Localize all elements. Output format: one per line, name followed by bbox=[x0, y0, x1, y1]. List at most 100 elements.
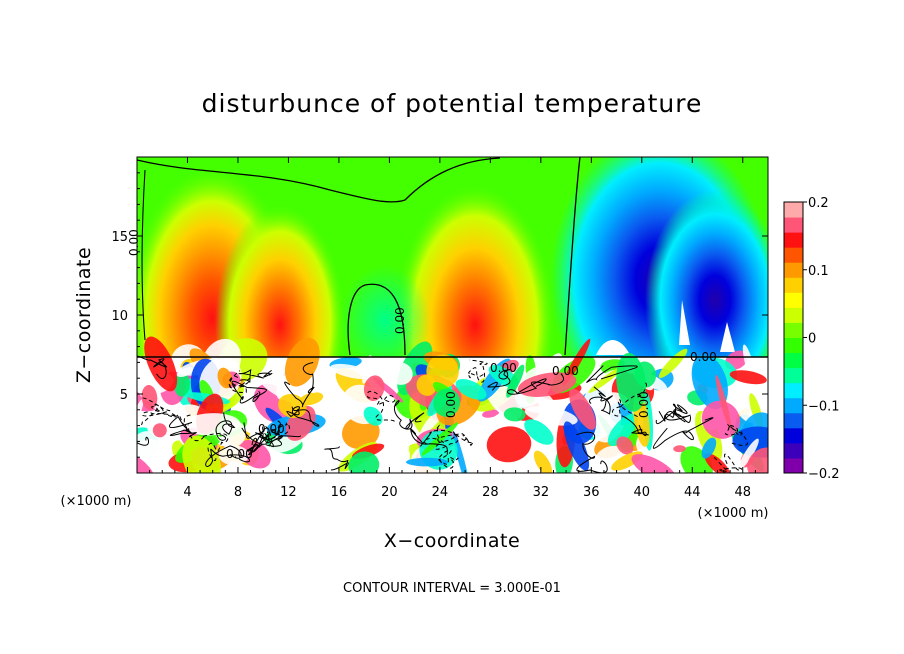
turbulence-blob bbox=[482, 409, 500, 418]
colorbar-segment bbox=[784, 217, 803, 233]
x-tick-label: 12 bbox=[280, 485, 297, 500]
turbulence-blob bbox=[569, 388, 596, 430]
colorbar-tick-label: 0.2 bbox=[808, 196, 829, 211]
turbulence-blob bbox=[363, 406, 383, 426]
colorbar-segment bbox=[784, 397, 803, 414]
contour-line bbox=[366, 390, 396, 423]
contour-interval-note: CONTOUR INTERVAL = 3.000E-01 bbox=[343, 581, 561, 596]
turbulence-blob bbox=[182, 435, 221, 473]
turbulence-blob bbox=[517, 372, 577, 397]
turbulence-blob bbox=[563, 421, 590, 471]
x-tick-label: 20 bbox=[381, 485, 398, 500]
turbulence-blob bbox=[503, 407, 526, 422]
turbulence-blob bbox=[616, 436, 634, 455]
contour-line bbox=[137, 355, 167, 379]
white-spike-2 bbox=[720, 322, 735, 352]
contour-line bbox=[215, 412, 236, 441]
x-tick-label: 8 bbox=[234, 485, 242, 500]
y-tick-label: 15 bbox=[111, 230, 128, 245]
contour-line bbox=[410, 428, 448, 455]
contour-label: 0.00 bbox=[690, 350, 717, 364]
colorbar-segment bbox=[784, 262, 803, 278]
contour-line bbox=[655, 408, 692, 424]
x-tick-label: 4 bbox=[183, 485, 191, 500]
zero-contour-upper bbox=[137, 157, 581, 356]
colorbar-segment bbox=[784, 352, 803, 369]
colorbar-segment bbox=[784, 232, 803, 248]
contour-line bbox=[205, 445, 250, 467]
x-axis: 4 8 12 16 20 24 28 32 36 40 44 48 bbox=[149, 157, 756, 500]
colorbar-segment bbox=[784, 247, 803, 263]
contour-line bbox=[437, 449, 459, 469]
turbulence-blob bbox=[217, 367, 233, 389]
colorbar bbox=[783, 201, 804, 474]
turbulence-blob bbox=[152, 423, 167, 438]
turbulence-blob bbox=[342, 415, 380, 450]
contour-lines bbox=[137, 355, 748, 473]
plot-field bbox=[137, 157, 768, 473]
turbulence-blob bbox=[238, 439, 271, 469]
turbulence-blob bbox=[631, 454, 677, 473]
contour-line bbox=[433, 424, 464, 450]
turbulence-blob bbox=[363, 375, 385, 401]
turbulence-blob bbox=[658, 348, 688, 379]
contour-line bbox=[612, 382, 647, 418]
colorbar-tick-label: 0.1 bbox=[808, 264, 829, 279]
turbulence-blob bbox=[455, 378, 487, 400]
chart-title: disturbunce of potential temperature bbox=[202, 89, 703, 118]
contour-line bbox=[324, 446, 350, 471]
contour-line bbox=[711, 453, 743, 473]
white-dome bbox=[596, 340, 630, 355]
x-axis-title: X−coordinate bbox=[384, 530, 520, 552]
x-tick-label: 24 bbox=[432, 485, 449, 500]
turbulence-blob bbox=[607, 413, 639, 447]
x-tick-label: 44 bbox=[684, 485, 701, 500]
turbulence-blob bbox=[141, 385, 158, 410]
zero-contour-center bbox=[347, 283, 406, 356]
turbulence-blob bbox=[362, 354, 372, 384]
x-tick-label: 40 bbox=[634, 485, 651, 500]
x-tick-label: 48 bbox=[734, 485, 751, 500]
contour-line bbox=[262, 422, 290, 442]
turbulence-blob bbox=[533, 450, 553, 473]
contour-line bbox=[468, 359, 488, 383]
colorbar-tick-label: 0 bbox=[808, 332, 816, 347]
colorbar-tick-label: −0.2 bbox=[808, 467, 840, 482]
x-tick-label: 16 bbox=[331, 485, 348, 500]
colorbar-tick-label: −0.1 bbox=[808, 399, 840, 414]
colorbar-segment bbox=[784, 427, 803, 444]
turbulence-blob bbox=[715, 374, 732, 430]
colorbar-segment bbox=[784, 382, 803, 399]
colorbar-segment bbox=[784, 457, 803, 474]
contour-line bbox=[284, 362, 315, 408]
y-axis: 5 10 15 bbox=[111, 172, 768, 458]
y-unit-label: (×1000 m) bbox=[61, 494, 132, 509]
x-tick-label: 32 bbox=[533, 485, 550, 500]
colorbar-ticks: 0.2 0.1 0 −0.1 −0.2 bbox=[803, 196, 840, 482]
colorbar-segment bbox=[784, 322, 803, 338]
contour-line bbox=[286, 406, 320, 427]
contour-label: 0.00 bbox=[552, 364, 579, 378]
colorbar-segment bbox=[784, 442, 803, 459]
contour-label: 0.00 bbox=[393, 307, 407, 334]
contour-line bbox=[231, 380, 267, 404]
contour-line bbox=[187, 424, 229, 461]
contour-line bbox=[621, 415, 649, 437]
turbulence-blob bbox=[137, 452, 156, 473]
turbulence-blob bbox=[299, 392, 324, 406]
colorbar-segment bbox=[784, 307, 803, 323]
turbulence-blob bbox=[144, 336, 178, 392]
colorbar-segment bbox=[784, 292, 803, 308]
contour-labels: 0.00 0.00 0.00 0.00 0.00 0.00 0.00 0.00 … bbox=[127, 229, 717, 461]
y-tick-label: 5 bbox=[120, 388, 128, 403]
turbulence-blob bbox=[330, 363, 373, 380]
turbulence-blob bbox=[486, 426, 532, 463]
contour-line bbox=[255, 432, 284, 448]
turbulence-blob bbox=[452, 431, 470, 473]
x-unit-label: (×1000 m) bbox=[698, 506, 769, 521]
contour-line bbox=[507, 373, 564, 395]
contour-label: 0.00 bbox=[490, 361, 517, 375]
zero-contour-left bbox=[141, 169, 146, 341]
turbulence-blob bbox=[173, 372, 190, 397]
turbulence-blob bbox=[311, 372, 336, 394]
